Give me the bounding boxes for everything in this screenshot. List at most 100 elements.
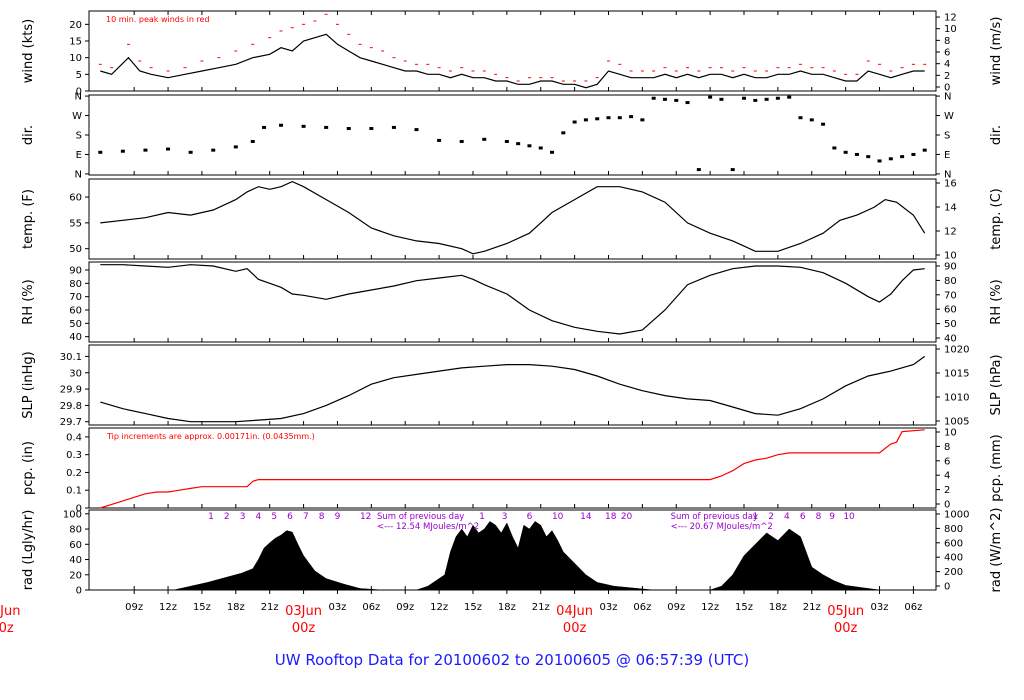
- panel-annotation: Tip increments are approx. 0.00171in. (0…: [106, 432, 315, 441]
- peak-mark: [911, 63, 915, 65]
- right-y-axis-label: rad (W/m^2): [989, 508, 1004, 593]
- data-point: [911, 152, 916, 156]
- peak-mark: [798, 63, 802, 65]
- peak-mark: [290, 27, 294, 29]
- right-y-tick-label: 10: [944, 251, 957, 262]
- radiation-hour-label: 1: [479, 512, 485, 522]
- y-tick-label: 60: [69, 540, 82, 551]
- y-tick-label: 5: [76, 70, 82, 81]
- peak-mark: [640, 70, 644, 72]
- chart-footer-title: UW Rooftop Data for 20100602 to 20100605…: [274, 651, 750, 669]
- panel-frame: [88, 94, 937, 176]
- peak-mark: [753, 70, 757, 72]
- peak-mark: [448, 70, 452, 72]
- peak-mark: [765, 70, 769, 72]
- data-point: [832, 146, 837, 150]
- right-y-axis-label: wind (m/s): [989, 17, 1004, 86]
- y-tick-label: N: [75, 92, 82, 103]
- radiation-hour-label: 10: [843, 512, 855, 522]
- x-tick-label: 06z: [904, 602, 922, 613]
- radiation-hour-label: 5: [271, 512, 277, 522]
- y-tick-label: 10: [69, 53, 82, 64]
- data-point: [120, 149, 125, 153]
- right-y-tick-label: 0: [944, 582, 950, 593]
- panel-rh: 40 50 60 70 80 90 40 50 60 70 80 90 RH (%) RH (%): [21, 261, 1004, 345]
- peak-mark: [505, 77, 509, 79]
- panel-frame: [88, 427, 937, 509]
- right-y-tick-label: N: [944, 169, 951, 180]
- right-y-tick-label: 0: [944, 500, 950, 511]
- peak-mark: [923, 63, 927, 65]
- data-point: [233, 145, 238, 149]
- right-y-tick-label: 1015: [944, 369, 969, 380]
- right-y-tick-label: 12: [944, 13, 957, 24]
- x-tick-label: 18z: [769, 602, 787, 613]
- peak-mark: [573, 80, 577, 82]
- panel-pcp: 0 0.1 0.2 0.3 0.4 0 2 4 6 8 10 pcp. (in) pcp. (mm) Ti…: [21, 427, 1004, 515]
- x-tick-label: 09z: [396, 602, 414, 613]
- right-y-tick-label: 8: [944, 36, 950, 47]
- y-axis-label: wind (kts): [21, 19, 36, 83]
- right-y-axis-label: pcp. (mm): [989, 434, 1004, 501]
- data-point: [459, 139, 464, 143]
- radiation-hour-label: 9: [829, 512, 835, 522]
- data-point: [561, 131, 566, 135]
- peak-mark: [550, 77, 554, 79]
- peak-mark: [369, 47, 373, 49]
- data-point: [854, 152, 859, 156]
- peak-mark: [731, 70, 735, 72]
- y-axis-label: SLP (inHg): [21, 351, 36, 419]
- x-date-time-label: 00z: [0, 621, 14, 636]
- y-tick-label: 0.3: [66, 450, 82, 461]
- peak-mark: [900, 67, 904, 69]
- data-point: [550, 150, 555, 154]
- peak-mark: [471, 70, 475, 72]
- x-tick-label: 03z: [871, 602, 889, 613]
- data-point: [166, 147, 171, 151]
- radiation-hour-label: 3: [502, 512, 508, 522]
- radiation-hour-label: 9: [335, 512, 341, 522]
- panel-frame: [88, 10, 937, 92]
- right-y-tick-label: 90: [944, 262, 957, 273]
- x-tick-label: 18z: [498, 602, 516, 613]
- right-y-tick-label: 14: [944, 203, 957, 214]
- peak-mark: [234, 50, 238, 52]
- peak-mark: [832, 70, 836, 72]
- y-tick-label: 100: [63, 509, 82, 520]
- data-point: [527, 144, 532, 148]
- data-point: [482, 137, 487, 141]
- radiation-hour-label: 6: [527, 512, 533, 522]
- y-tick-label: E: [76, 150, 82, 161]
- y-tick-label: 60: [69, 193, 82, 204]
- data-point: [708, 95, 713, 99]
- peak-mark: [787, 67, 791, 69]
- radiation-hour-label: 3: [240, 512, 246, 522]
- peak-mark: [561, 80, 565, 82]
- y-tick-label: 60: [69, 306, 82, 317]
- right-y-tick-label: 4: [944, 59, 950, 70]
- data-point: [742, 96, 747, 100]
- y-tick-label: 29.8: [60, 401, 82, 412]
- x-date-time-label: 00z: [563, 621, 587, 636]
- y-axis-label: pcp. (in): [21, 441, 36, 495]
- y-tick-label: 20: [69, 570, 82, 581]
- right-y-axis-label: RH (%): [989, 279, 1004, 324]
- x-tick-label: 12z: [159, 602, 177, 613]
- y-tick-label: 55: [69, 218, 82, 229]
- right-y-tick-label: N: [944, 92, 951, 103]
- y-tick-label: 0.2: [66, 468, 82, 479]
- peak-mark: [415, 63, 419, 65]
- panel-frame: [88, 178, 937, 260]
- peak-mark: [844, 73, 848, 75]
- y-tick-label: 0: [76, 586, 82, 597]
- radiation-hour-label: 20: [621, 512, 633, 522]
- right-y-tick-label: 6: [944, 456, 950, 467]
- peak-mark: [127, 43, 131, 45]
- x-date-time-label: 00z: [834, 621, 858, 636]
- series-line: [100, 33, 925, 89]
- right-y-tick-label: W: [944, 111, 954, 122]
- peak-mark: [697, 70, 701, 72]
- right-y-axis-label: temp. (C): [989, 188, 1004, 250]
